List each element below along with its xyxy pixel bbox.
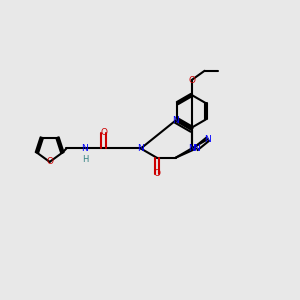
Text: N: N	[188, 144, 195, 153]
Text: O: O	[100, 128, 107, 137]
Text: N: N	[193, 144, 200, 153]
Text: O: O	[188, 76, 195, 85]
Text: O: O	[153, 169, 161, 178]
Text: N: N	[172, 116, 179, 125]
Text: O: O	[46, 158, 53, 166]
Text: H: H	[82, 155, 88, 164]
Text: N: N	[82, 144, 88, 153]
Text: N: N	[137, 144, 144, 153]
Text: N: N	[204, 135, 211, 144]
